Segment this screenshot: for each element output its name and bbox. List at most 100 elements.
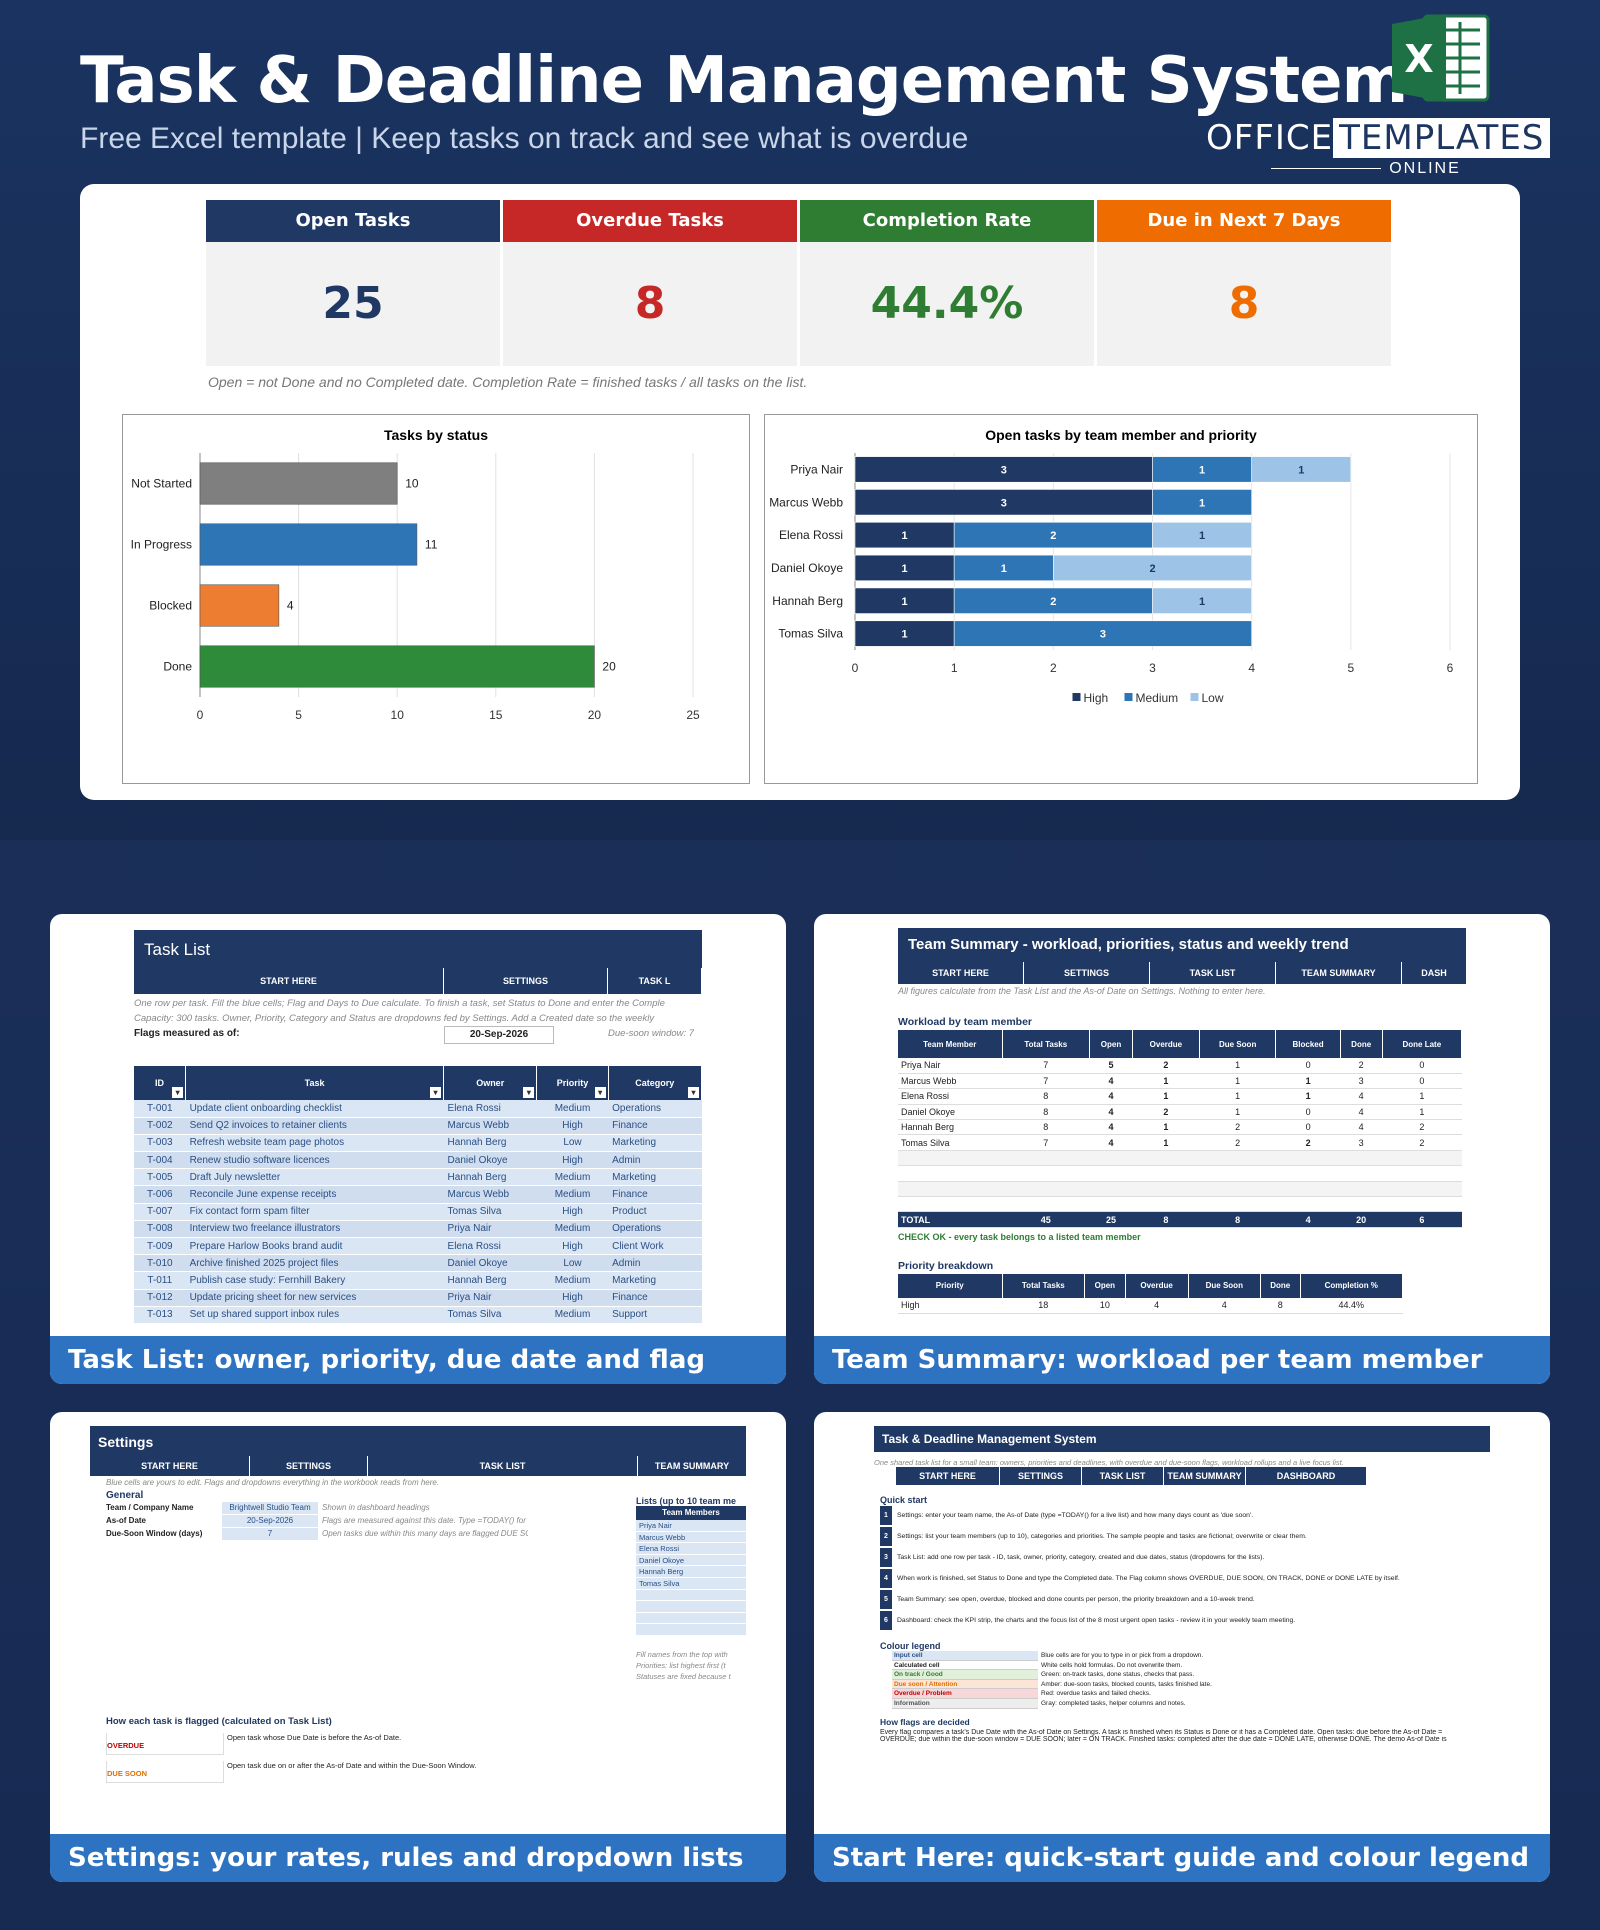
list-item[interactable]: Daniel Okoye (636, 1554, 746, 1567)
nav-settings[interactable]: SETTINGS (1000, 1467, 1082, 1485)
table-row[interactable]: T-009 Prepare Harlow Books brand audit Ele… (134, 1237, 702, 1256)
table-row[interactable]: T-001 Update client onboarding checklist E… (134, 1100, 702, 1118)
nav-start-here[interactable]: START HERE (90, 1456, 250, 1476)
empty-cell (1002, 1165, 1090, 1182)
empty-cell (898, 1181, 1002, 1198)
nav-start-here[interactable]: START HERE (898, 962, 1024, 984)
nav-team-summary[interactable]: TEAM SUMMARY (1276, 962, 1402, 984)
list-item[interactable] (636, 1624, 746, 1636)
quick-start-step: 3 Task List: add one row per task - ID, t… (880, 1547, 1494, 1568)
legend-row: Input cell Blue cells are for you to type… (892, 1651, 1494, 1661)
flag-rule: DUE SOON Open task due on or after the As… (106, 1761, 506, 1783)
brand-left: OFFICE (1206, 118, 1334, 158)
list-item[interactable]: Priya Nair (636, 1520, 746, 1532)
list-item[interactable]: Hannah Berg (636, 1566, 746, 1578)
empty-cell (1340, 1165, 1383, 1182)
table-row[interactable]: T-008 Interview two freelance illustrator… (134, 1220, 702, 1239)
flags-date-input[interactable]: 20-Sep-2026 (444, 1026, 554, 1044)
kpi-open-tasks: Open Tasks 25 (206, 200, 500, 366)
table-row[interactable]: T-010 Archive finished 2025 project files… (134, 1254, 702, 1273)
list-item[interactable]: Tomas Silva (636, 1577, 746, 1590)
category-label: Daniel Okoye (771, 561, 843, 575)
step-number: 1 (880, 1506, 892, 1525)
x-tick-label: 4 (1248, 661, 1255, 675)
cell-category: Admin (608, 1254, 702, 1273)
nav-task-list[interactable]: TASK LIST (1082, 1467, 1164, 1485)
cell-category: Operations (608, 1220, 702, 1239)
kpi-label: Completion Rate (800, 200, 1094, 242)
nav-dashboard[interactable]: DASH (1421, 968, 1447, 978)
list-item[interactable]: Marcus Webb (636, 1531, 746, 1544)
filter-dropdown-icon[interactable]: ▾ (688, 1087, 699, 1098)
legend-swatch: Due soon / Attention (892, 1679, 1038, 1690)
field-input[interactable]: Brightwell Studio Team (222, 1502, 318, 1514)
start-here-sheet: Task & Deadline Management System One sh… (874, 1426, 1494, 1826)
side-note: Priorities: list highest first (t (636, 1660, 726, 1670)
chart-title: Tasks by status (383, 427, 488, 443)
list-item[interactable]: Elena Rossi (636, 1543, 746, 1555)
cell-done-late: 2 (1382, 1134, 1462, 1151)
cell-task: Update client onboarding checklist (185, 1100, 444, 1118)
flag-rules-list: OVERDUE Open task whose Due Date is befor… (106, 1733, 506, 1783)
legend-swatch: Calculated cell (892, 1660, 1038, 1671)
table-row[interactable]: T-007 Fix contact form spam filter Tomas S… (134, 1203, 702, 1221)
priority-table: Priority Total Tasks Open Overdue Due Soon Do… (898, 1273, 1404, 1314)
x-tick-label: 15 (489, 708, 503, 722)
table-row[interactable]: T-005 Draft July newsletter Hannah Berg Med… (134, 1168, 702, 1187)
empty-cell (1340, 1196, 1383, 1213)
nav-task-list[interactable]: TASK LIST (1150, 962, 1276, 984)
nav-team-summary[interactable]: TEAM SUMMARY (1164, 1467, 1246, 1485)
cell-total-tasks: 8 (1002, 1119, 1090, 1136)
x-tick-label: 5 (295, 708, 302, 722)
card-caption: Start Here: quick-start guide and colour… (814, 1834, 1550, 1882)
table-row[interactable]: T-013 Set up shared support inbox rules To… (134, 1306, 702, 1324)
cell-priority: Medium (536, 1271, 609, 1290)
card-team-summary: Team Summary - workload, priorities, sta… (814, 914, 1550, 1384)
nav-settings[interactable]: SETTINGS (250, 1456, 368, 1476)
flag-description: Open task due on or after the As-of Date… (227, 1761, 477, 1770)
cell-category: Marketing (608, 1134, 702, 1153)
section-title: General (106, 1490, 144, 1501)
field-input[interactable]: 7 (222, 1528, 318, 1540)
filter-dropdown-icon[interactable]: ▾ (594, 1087, 606, 1098)
empty-cell (1089, 1150, 1133, 1167)
settings-fields: Team / Company Name Brightwell Studio Tea… (90, 1502, 746, 1540)
column-header-due-soon: Due Soon (1199, 1030, 1277, 1058)
filter-dropdown-icon[interactable]: ▾ (172, 1087, 184, 1098)
column-header-completion: Completion % (1300, 1273, 1404, 1298)
nav-settings[interactable]: SETTINGS (444, 968, 608, 994)
card-caption: Team Summary: workload per team member (814, 1336, 1550, 1384)
table-row[interactable]: T-011 Publish case study: Fernhill Bakery… (134, 1271, 702, 1290)
nav-task-list[interactable]: TASK L (608, 968, 702, 994)
nav-task-list[interactable]: TASK LIST (368, 1456, 638, 1476)
filter-dropdown-icon[interactable]: ▾ (523, 1087, 535, 1098)
status-chart-svg: 0 5 10 15 20 25 Not Started 10 In Progress 11 Bloc… (131, 453, 700, 722)
field-input[interactable]: 20-Sep-2026 (222, 1515, 318, 1527)
table-row[interactable]: T-004 Renew studio software licences Danie… (134, 1151, 702, 1170)
section-title: How each task is flagged (calculated on … (106, 1716, 332, 1727)
table-row[interactable]: T-003 Refresh website team page photos Han… (134, 1134, 702, 1153)
list-item[interactable] (636, 1601, 746, 1613)
nav-dashboard[interactable]: DASHBOARD (1276, 1471, 1336, 1481)
cell-owner: Priya Nair (443, 1220, 537, 1239)
table-row[interactable]: T-002 Send Q2 invoices to retainer client… (134, 1117, 702, 1135)
sheet-title: Task & Deadline Management System (874, 1426, 1490, 1452)
cell-done: 4 (1340, 1088, 1383, 1105)
cell-done-late: 2 (1382, 1119, 1462, 1136)
table-row[interactable]: T-006 Reconcile June expense receipts Marc… (134, 1185, 702, 1204)
settings-row: As-of Date 20-Sep-2026 Flags are measured … (106, 1515, 746, 1527)
nav-settings[interactable]: SETTINGS (1024, 962, 1150, 984)
lists-panel: Lists (up to 10 team me Team Members Pri… (636, 1496, 746, 1683)
nav-start-here[interactable]: START HERE (134, 968, 444, 994)
list-item[interactable] (636, 1589, 746, 1602)
nav-team-summary[interactable]: TEAM SUMMARY (654, 1461, 730, 1471)
list-item[interactable] (636, 1612, 746, 1625)
check-status: CHECK OK - every task belongs to a liste… (898, 1231, 1141, 1242)
nav-start-here[interactable]: START HERE (896, 1467, 1000, 1485)
filter-dropdown-icon[interactable]: ▾ (430, 1087, 442, 1098)
sheet-title: Task List (134, 930, 702, 968)
cell-task: Refresh website team page photos (185, 1134, 444, 1153)
empty-cell (1089, 1196, 1133, 1213)
data-label: 1 (1199, 596, 1205, 608)
table-row[interactable]: T-012 Update pricing sheet for new servic… (134, 1289, 702, 1307)
